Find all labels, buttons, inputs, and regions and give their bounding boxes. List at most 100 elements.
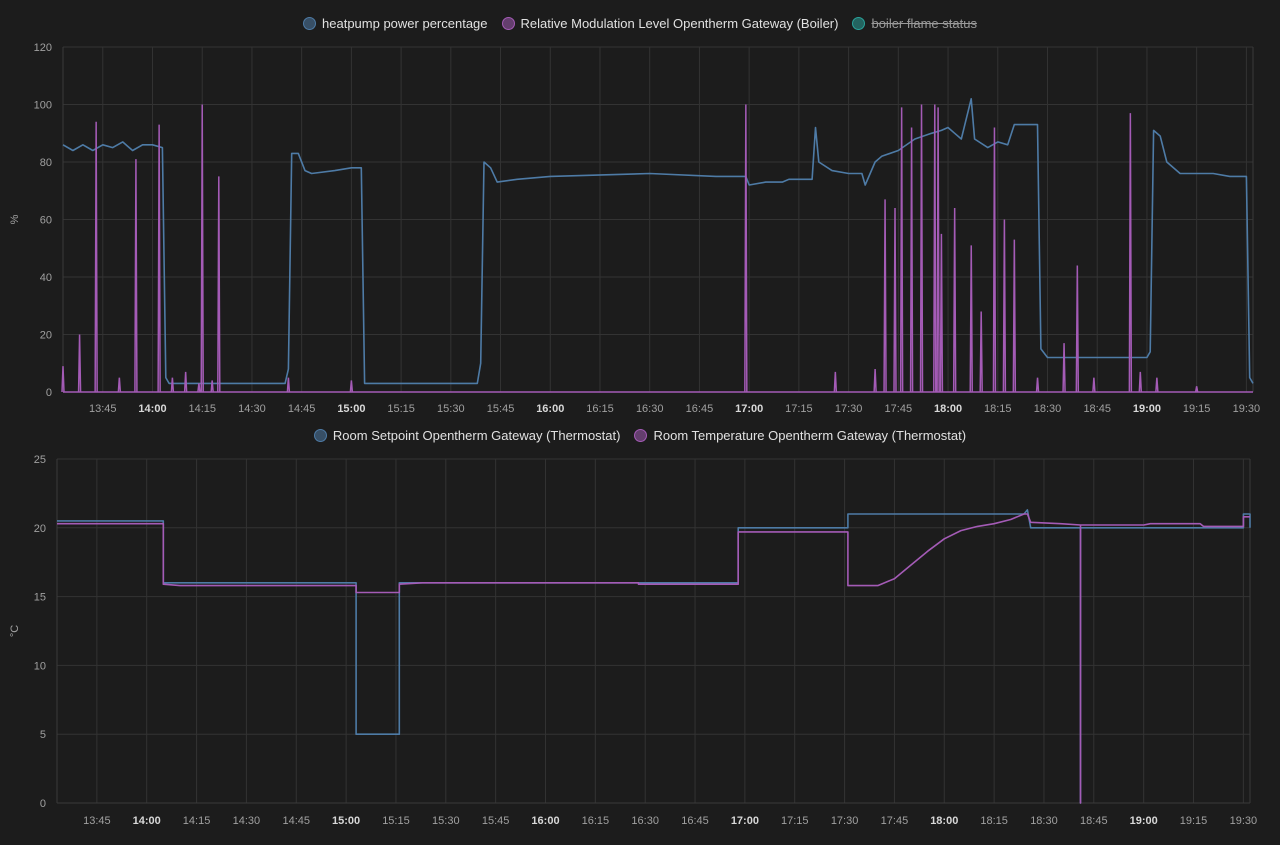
x-tick-label: 18:30	[1034, 403, 1062, 415]
y-tick-label: 100	[34, 100, 52, 112]
data-spike	[952, 207, 957, 393]
x-tick-label: 19:30	[1230, 815, 1258, 827]
legend-swatch-icon	[303, 17, 317, 30]
data-spike	[1128, 113, 1133, 393]
data-spike	[992, 127, 997, 393]
data-spike	[893, 207, 897, 393]
data-spike	[134, 159, 138, 393]
legend-label: heatpump power percentage	[322, 16, 488, 31]
x-tick-label: 19:00	[1130, 815, 1158, 827]
x-tick-label: 18:45	[1080, 815, 1108, 827]
x-tick-label: 16:30	[631, 815, 659, 827]
bottom-chart-legend: Room Setpoint Opentherm Gateway (Thermos…	[0, 428, 1280, 443]
x-tick-label: 19:15	[1180, 815, 1208, 827]
legend-item-room-setpoint-opentherm-gateway-thermostat[interactable]: Room Setpoint Opentherm Gateway (Thermos…	[313, 428, 621, 443]
data-spike	[979, 311, 983, 393]
x-tick-label: 16:30	[636, 403, 664, 415]
y-axis-unit-label: %	[9, 214, 21, 224]
x-tick-label: 14:30	[233, 815, 261, 827]
x-tick-label: 18:30	[1030, 815, 1058, 827]
top-chart-modulation-percentage: 0 20 40 60 80 100 120 13:45 14:00 14:15 14:30 14:45…	[9, 42, 1261, 415]
data-spike	[883, 199, 887, 393]
x-tick-label: 17:00	[731, 815, 759, 827]
y-axis-unit-label: °C	[9, 625, 21, 637]
legend-item-boiler-flame-status[interactable]: boiler flame status	[852, 16, 977, 31]
x-tick-label: 16:45	[686, 403, 714, 415]
series-line-room-setpoint-opentherm-gateway-thermostat	[57, 509, 1251, 804]
y-tick-label: 40	[40, 272, 52, 284]
data-spike	[157, 124, 161, 393]
series-line-heatpump-power-percentage	[62, 98, 1254, 385]
data-spike	[833, 371, 838, 393]
y-tick-label: 25	[34, 454, 46, 466]
y-tick-label: 80	[40, 157, 52, 169]
legend-label: boiler flame status	[871, 16, 977, 31]
y-tick-label: 60	[40, 215, 52, 227]
x-tick-label: 18:15	[980, 815, 1008, 827]
y-tick-label: 15	[34, 592, 46, 604]
data-spike	[197, 383, 201, 393]
data-spike	[286, 377, 291, 393]
legend-swatch-icon	[852, 17, 866, 30]
y-tick-label: 20	[40, 330, 52, 342]
y-tick-label: 120	[34, 42, 52, 54]
x-tick-label: 16:00	[531, 815, 559, 827]
grid	[57, 458, 1250, 804]
x-tick-label: 19:00	[1133, 403, 1161, 415]
grid	[63, 46, 1253, 393]
legend-item-relative-modulation-level-opentherm-gateway-boiler[interactable]: Relative Modulation Level Opentherm Gate…	[501, 16, 839, 31]
series-line-room-temperature-opentherm-gateway-thermostat	[57, 513, 1250, 804]
y-tick-label: 10	[34, 660, 46, 672]
x-tick-label: 17:30	[835, 403, 863, 415]
data-spike	[1012, 239, 1017, 393]
x-tick-label: 17:00	[735, 403, 763, 415]
legend-swatch-icon	[313, 429, 327, 442]
x-tick-label: 19:30	[1233, 403, 1261, 415]
legend-item-heatpump-power-percentage[interactable]: heatpump power percentage	[303, 16, 488, 31]
x-tick-label: 15:15	[382, 815, 410, 827]
y-tick-label: 0	[46, 387, 52, 399]
data-spike	[1138, 371, 1143, 393]
x-tick-label: 17:30	[831, 815, 859, 827]
bottom-chart-room-temperature: 0 5 10 15 20 25 13:45 14:00 14:15 14:30 14:45 15:00…	[9, 454, 1258, 827]
data-spike	[217, 176, 221, 393]
x-tick-label: 14:30	[238, 403, 266, 415]
x-tick-label: 17:15	[785, 403, 813, 415]
data-spike	[1194, 386, 1199, 393]
data-spike	[1155, 377, 1159, 393]
y-tick-label: 20	[34, 523, 46, 535]
x-tick-label: 15:45	[482, 815, 510, 827]
x-tick-label: 16:15	[582, 815, 610, 827]
x-tick-label: 18:00	[930, 815, 958, 827]
data-spike	[919, 104, 924, 393]
data-spike	[200, 104, 204, 393]
x-tick-label: 14:15	[183, 815, 211, 827]
top-chart-legend: heatpump power percentage Relative Modula…	[0, 16, 1280, 31]
x-tick-label: 18:45	[1083, 403, 1111, 415]
x-tick-label: 14:00	[133, 815, 161, 827]
x-tick-label: 17:45	[885, 403, 913, 415]
x-tick-label: 13:45	[83, 815, 111, 827]
legend-label: Room Temperature Opentherm Gateway (Ther…	[653, 428, 967, 443]
data-spike	[77, 334, 82, 393]
data-spike	[94, 121, 98, 393]
data-spike	[744, 104, 748, 393]
legend-label: Room Setpoint Opentherm Gateway (Thermos…	[332, 428, 621, 443]
data-spike	[210, 380, 214, 393]
data-spike	[1035, 377, 1040, 393]
x-tick-label: 15:00	[332, 815, 360, 827]
data-spike	[1075, 265, 1080, 393]
data-spike	[170, 377, 175, 393]
data-spike	[61, 366, 65, 393]
legend-item-room-temperature-opentherm-gateway-thermostat[interactable]: Room Temperature Opentherm Gateway (Ther…	[634, 428, 966, 443]
data-spike	[969, 245, 973, 393]
legend-swatch-icon	[501, 17, 515, 30]
data-spike	[1062, 343, 1066, 393]
legend-swatch-icon	[634, 429, 648, 442]
data-spike	[349, 380, 354, 393]
data-spike	[873, 368, 877, 393]
x-tick-label: 18:15	[984, 403, 1012, 415]
x-tick-label: 15:30	[432, 815, 460, 827]
data-spike	[909, 127, 914, 393]
legend-label: Relative Modulation Level Opentherm Gate…	[520, 16, 839, 31]
